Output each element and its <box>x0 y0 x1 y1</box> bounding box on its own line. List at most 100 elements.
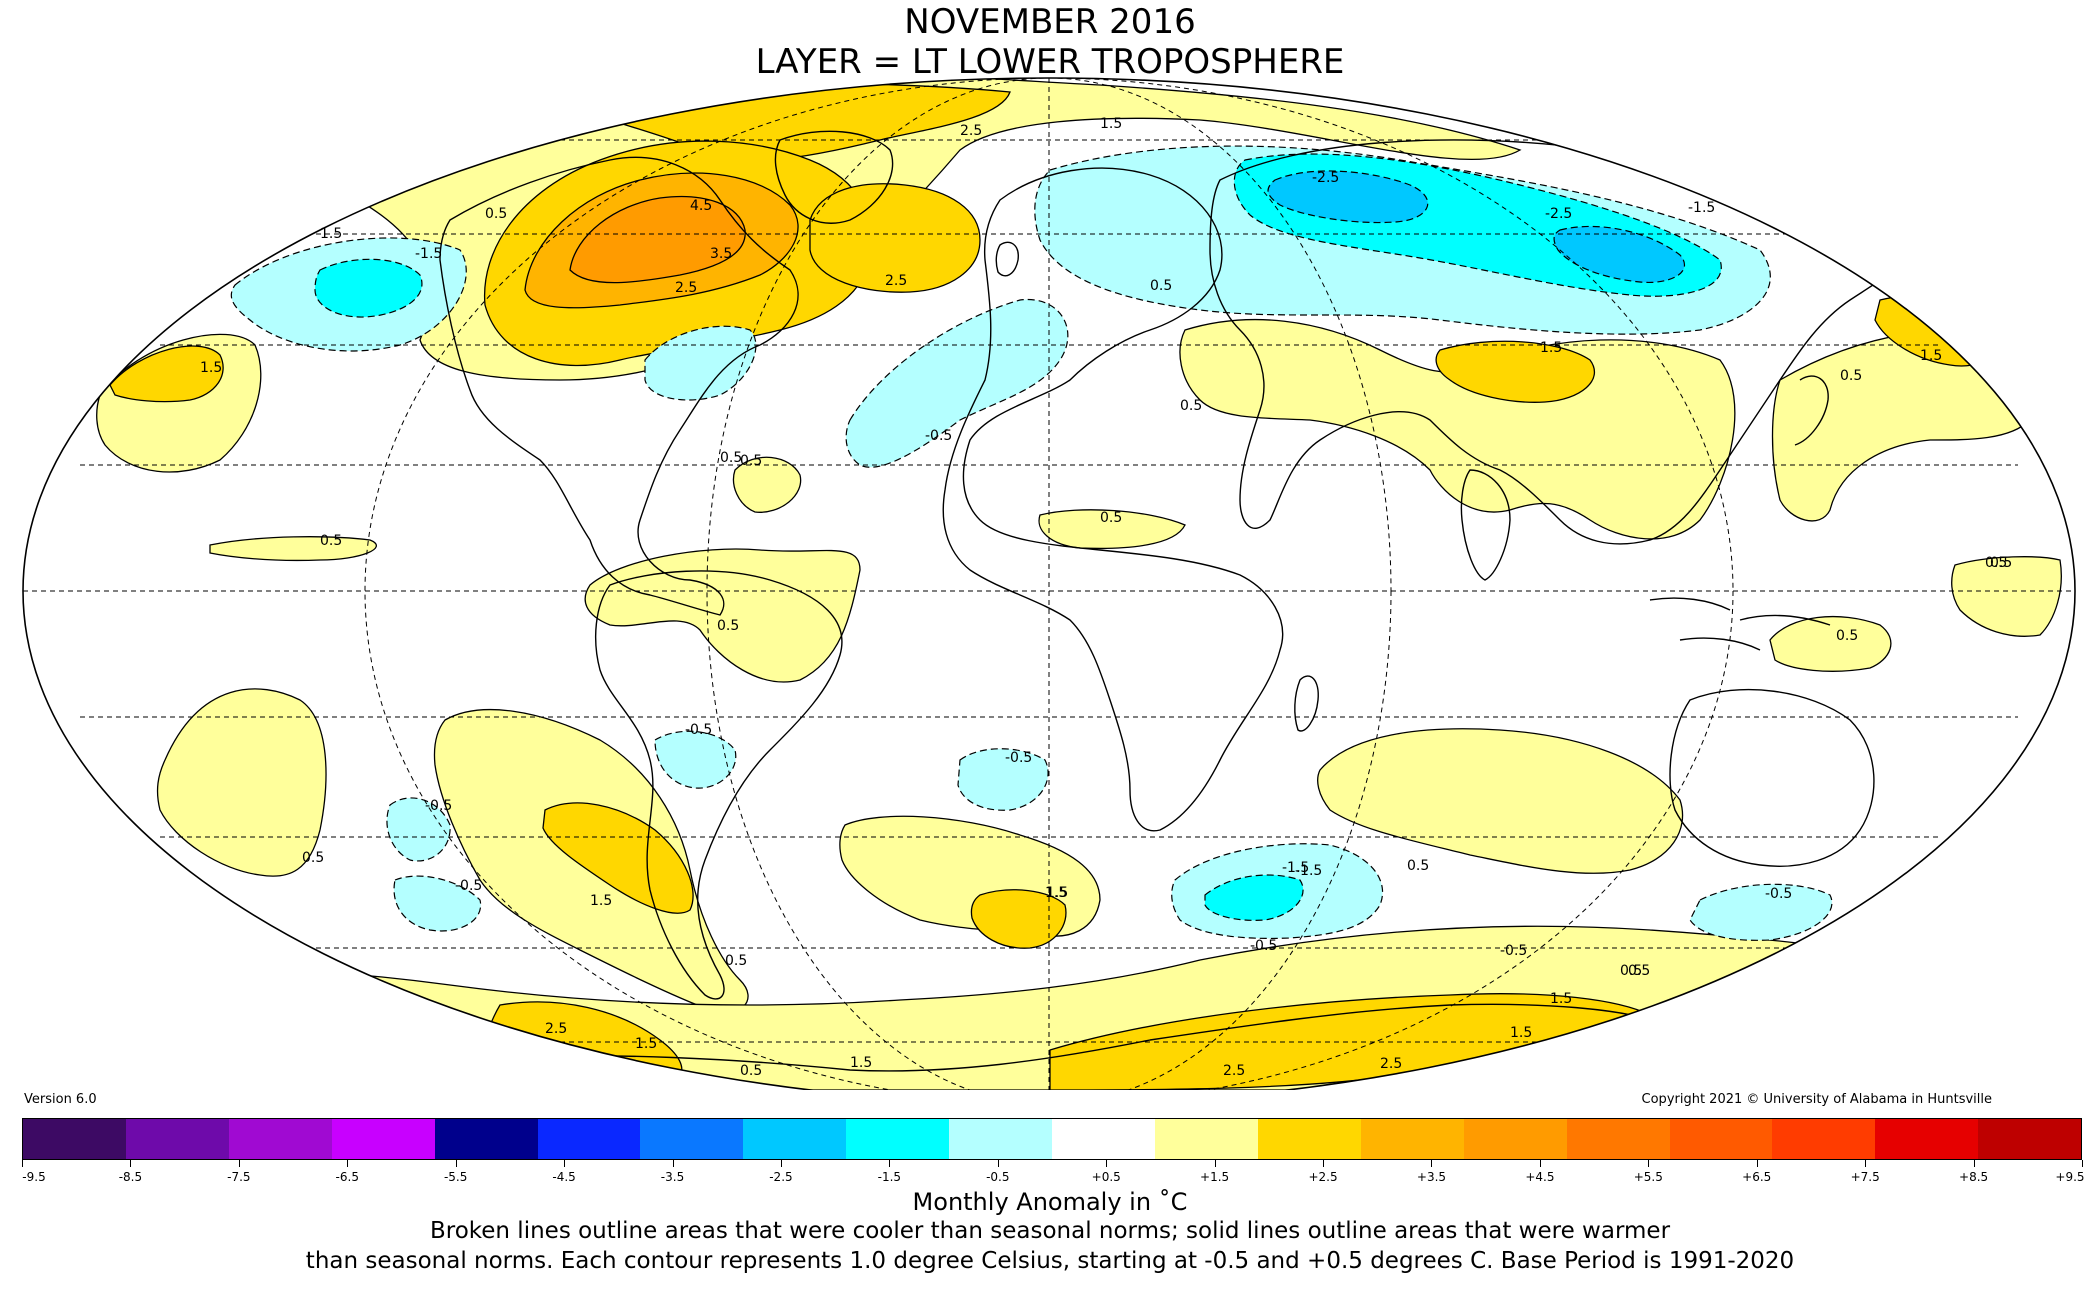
coastline-greenland <box>774 130 894 224</box>
colorbar-swatch <box>1875 1119 1979 1159</box>
contour-label: 0.5 <box>1180 398 1202 414</box>
colorbar-tick-label: -1.5 <box>877 1170 902 1184</box>
contour-label: 4.5 <box>690 198 712 214</box>
colorbar-swatch <box>846 1119 950 1159</box>
contour-label: 2.5 <box>675 280 697 296</box>
coastline-madagascar <box>1294 675 1319 732</box>
contour-label: 0.5 <box>720 450 742 466</box>
colorbar-swatch <box>1772 1119 1876 1159</box>
contour-label: -0.5 <box>1005 750 1032 766</box>
contour-label: 1.5 <box>1550 991 1572 1007</box>
colorbar-tick <box>780 1160 782 1167</box>
colorbar-tick <box>238 1160 240 1167</box>
coastline-indonesia <box>1649 597 1831 651</box>
colorbar-tick <box>1106 1160 1108 1167</box>
colorbar-swatch <box>1360 1119 1464 1159</box>
coastline-antarctica <box>479 1003 1651 1072</box>
colorbar-tick-label: +1.5 <box>1200 1170 1230 1184</box>
colorbar-tick-label: +4.5 <box>1525 1170 1555 1184</box>
field-greenland-hottest <box>569 195 746 284</box>
colorbar-tick-label: -6.5 <box>335 1170 359 1184</box>
colorbar-ticks: -9.5 -8.5 -7.5 -6.5 -5.5 -4.5 -3.5 -2.5 -1.5 -0.5… <box>22 1160 2085 1184</box>
coastline-japan <box>1794 375 1829 446</box>
contour-label: 0.5 <box>1100 510 1122 526</box>
colorbar-swatch <box>125 1119 229 1159</box>
footnote-line-1: Broken lines outline areas that were coo… <box>429 1218 1671 1244</box>
colorbar-tick <box>347 1160 349 1167</box>
colorbar-tick <box>22 1160 23 1167</box>
map-title: NOVEMBER 2016 <box>904 2 1196 42</box>
colorbar-tick <box>1865 1160 1867 1167</box>
field-trop-atl-warm <box>732 456 802 513</box>
colorbar-tick-label: +5.5 <box>1633 1170 1663 1184</box>
colorbar-tick <box>1323 1160 1325 1167</box>
field-sind-cold <box>957 748 1049 811</box>
graticule <box>23 78 2075 1090</box>
colorbar-tick-label: +0.5 <box>1091 1170 1121 1184</box>
version-label: Version 6.0 <box>24 1092 97 1107</box>
anomaly-fields <box>23 78 2075 1090</box>
contour-label: 1.5 <box>1045 885 1067 901</box>
contour-label: 0.5 <box>1150 278 1172 294</box>
colorbar <box>22 1118 2082 1160</box>
field-mid-atlantic-cold <box>845 298 1069 468</box>
contour-label: 0.5 <box>740 453 762 469</box>
contour-label: 1.5 <box>320 226 342 242</box>
contour-label: -2.5 <box>1312 170 1339 186</box>
contour-label: 0.5 <box>302 850 324 866</box>
coastline-europe-africa <box>942 167 1284 832</box>
field-africa-warm <box>1038 509 1186 550</box>
colorbar-swatch <box>1978 1119 2082 1159</box>
colorbar-swatch <box>331 1119 435 1159</box>
colorbar-tick-label: -2.5 <box>769 1170 793 1184</box>
contour-label: 0.5 <box>1628 963 1650 979</box>
field-asia-warmer <box>1435 340 1596 403</box>
contour-label: 1.5 <box>1046 885 1068 901</box>
contour-label: -1.5 <box>1282 860 1309 876</box>
colorbar-tick <box>1973 1160 1975 1167</box>
colorbar-swatch <box>1566 1119 1670 1159</box>
colorbar-tick <box>1214 1160 1216 1167</box>
contour-label: 1.5 <box>590 893 612 909</box>
contour-label: 2.5 <box>885 273 907 289</box>
colorbar-tick-label: +7.5 <box>1850 1170 1880 1184</box>
contour-label: 3.5 <box>710 246 732 262</box>
contour-label: 1.5 <box>850 1055 872 1071</box>
contour-label: 0.5 <box>1836 628 1858 644</box>
contour-label: -0.5 <box>685 722 712 738</box>
colorbar-swatch <box>23 1119 126 1159</box>
contour-label: 0.5 <box>485 206 507 222</box>
contour-label: 1.5 <box>1100 116 1122 132</box>
colorbar-tick <box>997 1160 999 1167</box>
colorbar-tick-label: -3.5 <box>660 1170 685 1184</box>
contour-label: 0.5 <box>717 618 739 634</box>
contour-label: -0.5 <box>925 428 952 444</box>
field-spac-warm <box>156 688 327 877</box>
map-outline <box>22 77 2076 1090</box>
contour-label: -0.5 <box>425 798 452 814</box>
colorbar-swatch <box>1052 1119 1155 1159</box>
contour-labels: 1.5 2.5 4.5 3.5 2.5 2.5 -1.5 1.5 0.5 1.5… <box>200 116 2012 1079</box>
colorbar-tick <box>2082 1160 2083 1167</box>
contour-label: 0.5 <box>1620 963 1642 979</box>
contour-label: -1.5 <box>1295 863 1322 879</box>
meridian-line <box>706 78 1392 1090</box>
map-subtitle: LAYER = LT LOWER TROPOSPHERE <box>755 42 1345 82</box>
colorbar-tick-label: -0.5 <box>986 1170 1010 1184</box>
colorbar-swatch <box>537 1119 641 1159</box>
contour-label: 1.5 <box>1540 340 1562 356</box>
contour-label: 0.5 <box>320 533 342 549</box>
contour-label: 2.5 <box>960 123 982 139</box>
colorbar-swatch <box>1154 1119 1258 1159</box>
colorbar-swatch <box>434 1119 538 1159</box>
field-soc-colder <box>1204 874 1304 921</box>
contour-label: 2.5 <box>1380 1056 1402 1072</box>
contour-label: -0.5 <box>1500 943 1527 959</box>
colorbar-swatch <box>1257 1119 1361 1159</box>
field-trop-pac-warm <box>209 536 377 562</box>
colorbar-tick-label: +3.5 <box>1416 1170 1447 1184</box>
colorbar-tick <box>1756 1160 1758 1167</box>
contour-label: 2.5 <box>1223 1063 1245 1079</box>
field-asia-warm <box>1179 318 1736 540</box>
contour-label: 0.5 <box>1990 555 2012 571</box>
